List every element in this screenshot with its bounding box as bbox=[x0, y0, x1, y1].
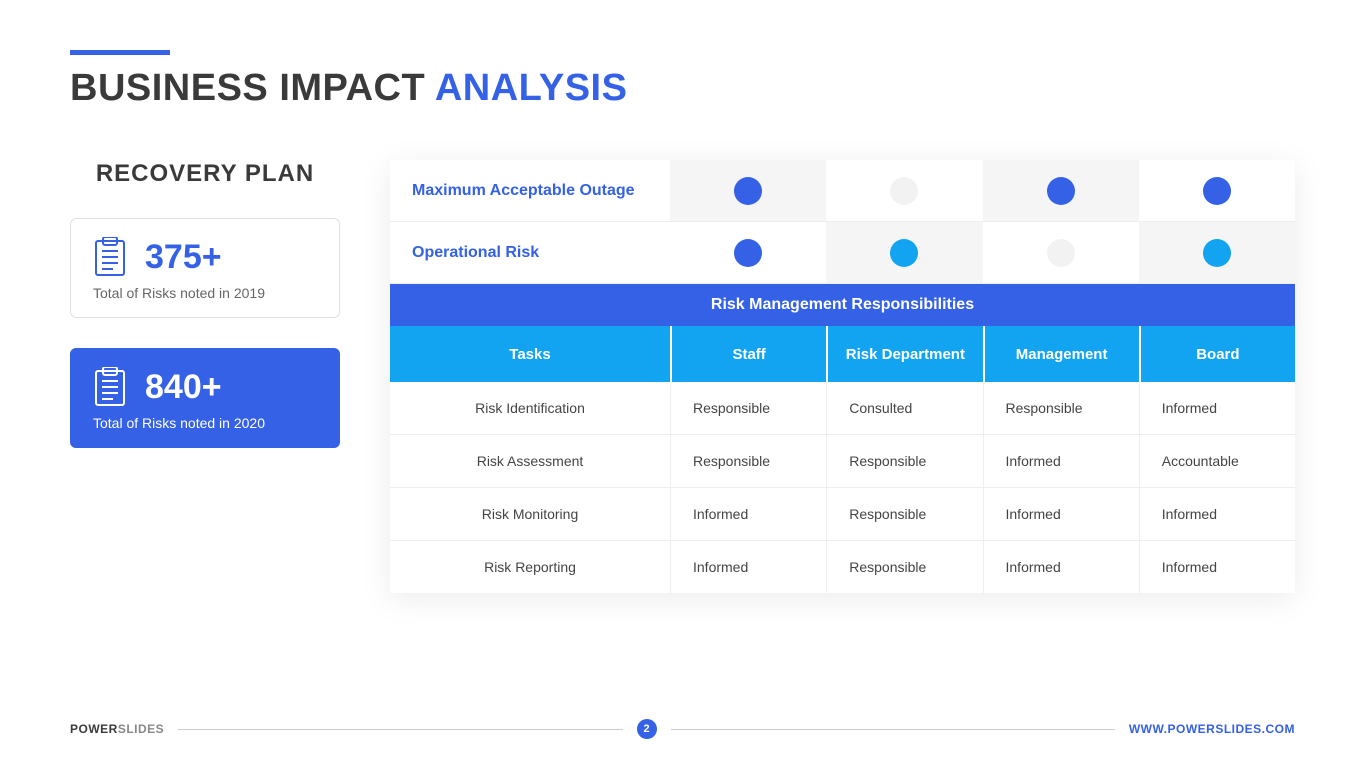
stat-row: 375+ bbox=[93, 237, 317, 277]
clipboard-icon bbox=[93, 367, 127, 407]
column-header: Staff bbox=[670, 326, 826, 382]
responsibility-cell: Informed bbox=[1139, 382, 1295, 434]
responsibility-cell: Informed bbox=[983, 541, 1139, 593]
title-accent-bar bbox=[70, 50, 170, 55]
responsibility-cell: Informed bbox=[1139, 541, 1295, 593]
indicator-label: Maximum Acceptable Outage bbox=[390, 160, 670, 221]
indicator-cell bbox=[826, 160, 982, 221]
indicator-dot bbox=[1203, 239, 1231, 267]
indicator-dot bbox=[890, 177, 918, 205]
stat-card: 840+ Total of Risks noted in 2020 bbox=[70, 348, 340, 448]
responsibility-cell: Informed bbox=[983, 488, 1139, 540]
stat-value: 840+ bbox=[145, 368, 222, 407]
footer-divider bbox=[178, 729, 622, 730]
footer-brand-bold: POWER bbox=[70, 722, 118, 736]
page-title: BUSINESS IMPACT ANALYSIS bbox=[70, 67, 1295, 110]
stat-row: 840+ bbox=[93, 367, 317, 407]
footer-divider bbox=[671, 729, 1115, 730]
indicator-cell bbox=[1139, 222, 1295, 283]
title-part2: ANALYSIS bbox=[435, 67, 628, 109]
indicator-dot bbox=[1047, 177, 1075, 205]
responsibility-cell: Responsible bbox=[670, 382, 826, 434]
indicator-cell bbox=[670, 160, 826, 221]
stat-card: 375+ Total of Risks noted in 2019 bbox=[70, 218, 340, 318]
footer-brand-light: SLIDES bbox=[118, 722, 164, 736]
stat-value: 375+ bbox=[145, 238, 222, 277]
responsibility-cell: Informed bbox=[670, 541, 826, 593]
responsibility-cell: Consulted bbox=[826, 382, 982, 434]
indicator-cell bbox=[983, 160, 1139, 221]
indicator-dot bbox=[734, 177, 762, 205]
task-name-cell: Risk Reporting bbox=[390, 541, 670, 593]
column-header: Management bbox=[983, 326, 1139, 382]
recovery-panel: RECOVERY PLAN 375+ Total of Risks noted i… bbox=[70, 160, 340, 593]
task-name-cell: Risk Monitoring bbox=[390, 488, 670, 540]
responsibility-cell: Informed bbox=[1139, 488, 1295, 540]
responsibility-cell: Responsible bbox=[826, 435, 982, 487]
task-name-cell: Risk Assessment bbox=[390, 435, 670, 487]
indicator-cell bbox=[670, 222, 826, 283]
indicator-cell bbox=[1139, 160, 1295, 221]
footer-brand: POWERSLIDES bbox=[70, 722, 164, 736]
page-number: 2 bbox=[637, 719, 657, 739]
task-name-cell: Risk Identification bbox=[390, 382, 670, 434]
content-area: RECOVERY PLAN 375+ Total of Risks noted i… bbox=[70, 160, 1295, 593]
stat-description: Total of Risks noted in 2020 bbox=[93, 415, 317, 431]
responsibility-cell: Accountable bbox=[1139, 435, 1295, 487]
responsibility-cell: Informed bbox=[670, 488, 826, 540]
responsibility-cell: Responsible bbox=[826, 541, 982, 593]
indicator-dot bbox=[734, 239, 762, 267]
table-column-headers: TasksStaffRisk DepartmentManagementBoard bbox=[390, 326, 1295, 382]
table-row: Risk MonitoringInformedResponsibleInform… bbox=[390, 488, 1295, 541]
indicator-cell bbox=[826, 222, 982, 283]
indicator-row: Operational Risk bbox=[390, 222, 1295, 284]
responsibility-cell: Responsible bbox=[826, 488, 982, 540]
stat-description: Total of Risks noted in 2019 bbox=[93, 285, 317, 301]
slide: BUSINESS IMPACT ANALYSIS RECOVERY PLAN 3… bbox=[0, 0, 1365, 767]
slide-footer: POWERSLIDES 2 WWW.POWERSLIDES.COM bbox=[70, 719, 1295, 739]
column-header: Tasks bbox=[390, 326, 670, 382]
responsibility-cell: Responsible bbox=[670, 435, 826, 487]
recovery-heading: RECOVERY PLAN bbox=[70, 160, 340, 188]
title-part1: BUSINESS IMPACT bbox=[70, 67, 435, 109]
indicator-cell bbox=[983, 222, 1139, 283]
column-header: Risk Department bbox=[826, 326, 982, 382]
indicator-row: Maximum Acceptable Outage bbox=[390, 160, 1295, 222]
responsibility-cell: Informed bbox=[983, 435, 1139, 487]
indicator-dot bbox=[1047, 239, 1075, 267]
analysis-table: Maximum Acceptable OutageOperational Ris… bbox=[390, 160, 1295, 593]
responsibility-cell: Responsible bbox=[983, 382, 1139, 434]
indicator-dot bbox=[1203, 177, 1231, 205]
table-section-header: Risk Management Responsibilities bbox=[390, 284, 1295, 326]
clipboard-icon bbox=[93, 237, 127, 277]
table-row: Risk AssessmentResponsibleResponsibleInf… bbox=[390, 435, 1295, 488]
indicator-label: Operational Risk bbox=[390, 222, 670, 283]
column-header: Board bbox=[1139, 326, 1295, 382]
table-row: Risk IdentificationResponsibleConsultedR… bbox=[390, 382, 1295, 435]
footer-url: WWW.POWERSLIDES.COM bbox=[1129, 722, 1295, 736]
table-row: Risk ReportingInformedResponsibleInforme… bbox=[390, 541, 1295, 593]
indicator-dot bbox=[890, 239, 918, 267]
